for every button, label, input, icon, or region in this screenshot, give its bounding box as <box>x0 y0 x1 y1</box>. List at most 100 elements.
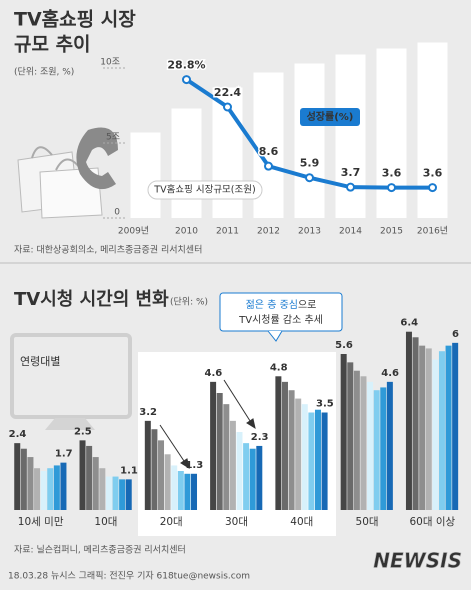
data-label: 3.5 <box>316 399 334 410</box>
trend-arrows <box>159 379 256 470</box>
x-tick-label: 2013 <box>298 227 321 237</box>
data-label: 2.5 <box>74 426 92 437</box>
bar <box>184 473 191 510</box>
bar <box>419 345 426 510</box>
bar <box>171 465 178 510</box>
bar <box>412 337 419 510</box>
bar <box>40 471 47 510</box>
data-label: 4.6 <box>381 368 399 379</box>
bar <box>367 381 374 510</box>
x-tick-label: 2016년 <box>417 226 448 237</box>
bar <box>386 381 393 510</box>
callout: 젊은 층 중심으로 TV시청률 감소 추세 <box>219 292 343 342</box>
bar <box>105 476 112 510</box>
bar <box>340 354 347 510</box>
bar <box>314 409 321 510</box>
bar <box>288 390 295 510</box>
x-tick-label: 30대 <box>225 516 248 528</box>
series-label: TV홈쇼핑 시장규모(조원) <box>153 184 255 196</box>
bar <box>301 404 308 510</box>
line-point <box>264 161 273 171</box>
bar <box>53 465 60 510</box>
series-label: 성장률(%) <box>307 110 354 123</box>
chart-title: TV시청 시간의 변화 <box>14 289 169 310</box>
data-label: 4.6 <box>205 368 223 379</box>
bar <box>171 108 202 218</box>
bar <box>295 398 302 510</box>
bar <box>432 359 439 510</box>
x-tick-label: 2012 <box>257 227 280 237</box>
line-point <box>428 183 437 193</box>
bar <box>99 468 106 510</box>
bar <box>191 473 198 510</box>
x-tick-label: 2014 <box>339 227 362 237</box>
data-label: 5.9 <box>300 157 320 170</box>
bar <box>308 412 315 510</box>
bar <box>158 440 165 510</box>
bar <box>249 448 256 510</box>
divider <box>0 262 471 264</box>
chart-title: TV홈쇼핑 시장 <box>14 8 136 31</box>
data-label: 8.6 <box>259 145 279 158</box>
x-tick-label: 2010 <box>175 227 198 237</box>
data-label: 3.6 <box>423 167 443 180</box>
data-label: 3.2 <box>139 407 157 418</box>
bar <box>452 342 459 510</box>
bar <box>373 390 380 510</box>
bar <box>216 393 223 510</box>
source: 자료: 대한상공회의소, 메리츠종금증권 리서치센터 <box>14 244 202 256</box>
x-tick-label: 2009년 <box>118 226 149 237</box>
callout-text-part: 으로 <box>298 300 316 311</box>
bar <box>380 387 387 510</box>
data-label: 3.6 <box>382 167 402 180</box>
bar <box>86 445 93 510</box>
line-point <box>223 102 232 112</box>
x-tick-label: 40대 <box>290 516 313 528</box>
bar <box>321 412 328 510</box>
series-label-box <box>147 180 263 200</box>
data-label: 1.1 <box>120 465 138 476</box>
bar <box>92 457 99 510</box>
line-point <box>182 75 191 85</box>
bar <box>425 348 432 510</box>
bar <box>229 420 236 510</box>
bar <box>281 381 288 510</box>
bar <box>125 479 132 510</box>
bar <box>347 362 354 510</box>
x-tick-label: 20대 <box>160 516 183 528</box>
bar <box>275 376 282 510</box>
logo: NEWSIS <box>373 549 462 573</box>
data-label: 1.7 <box>55 449 73 460</box>
bar <box>353 370 360 510</box>
credit: 18.03.28 뉴시스 그래픽: 전진우 기자 618tue@newsis.c… <box>8 571 250 582</box>
data-label: 1.3 <box>185 460 203 471</box>
bar <box>223 404 230 510</box>
bar <box>60 462 67 510</box>
bar <box>445 345 452 510</box>
bar <box>151 429 158 510</box>
y-tick-label: 5조 <box>106 133 120 143</box>
bar <box>177 471 184 510</box>
tv-icon <box>10 333 132 430</box>
x-tick-label: 2011 <box>216 227 239 237</box>
bar <box>210 381 217 510</box>
unit-label: (단위: 조원, %) <box>14 67 74 78</box>
x-tick-label: 2015 <box>380 227 403 237</box>
bar <box>14 443 21 510</box>
callout-text: TV시청률 감소 추세 <box>238 314 323 326</box>
line-point <box>387 183 396 193</box>
bar <box>47 468 54 510</box>
source: 자료: 닐슨컴퍼니, 메리츠종금증권 리서치센터 <box>14 544 186 556</box>
bar <box>294 63 325 218</box>
group-label: 연령대별 <box>20 355 60 368</box>
data-label: 5.6 <box>335 340 353 351</box>
bar <box>335 54 366 218</box>
line-point <box>346 182 355 192</box>
chart-title: 규모 추이 <box>14 34 91 56</box>
x-tick-label: 50대 <box>356 516 379 528</box>
bar <box>144 420 151 510</box>
data-label: 2.4 <box>9 429 27 440</box>
bar <box>164 454 171 510</box>
data-label: 28.8% <box>167 59 205 72</box>
